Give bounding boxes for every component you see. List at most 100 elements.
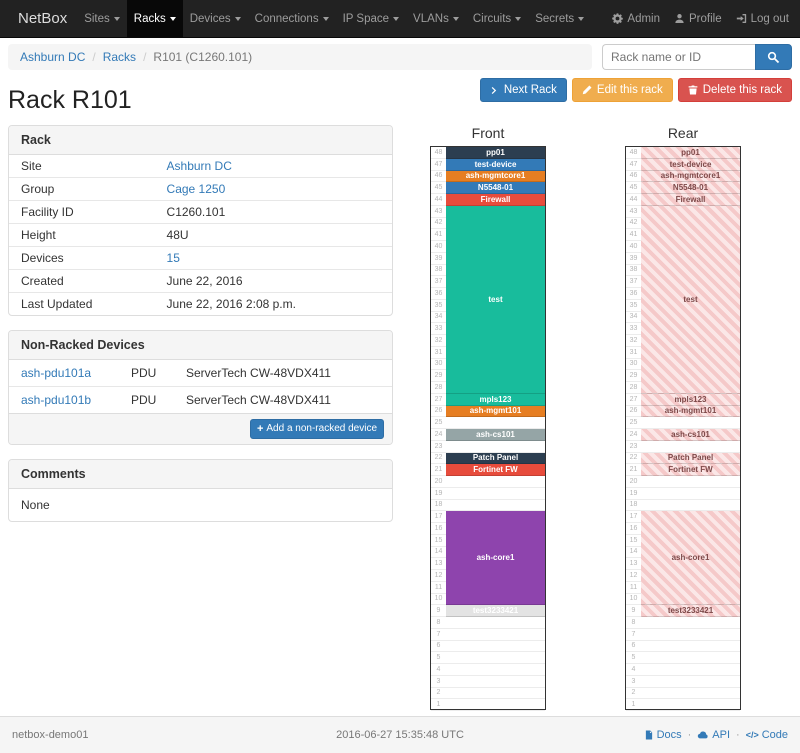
nav-item-circuits[interactable]: Circuits bbox=[466, 0, 528, 37]
breadcrumb-item-ashburn-dc[interactable]: Ashburn DC bbox=[20, 50, 86, 64]
rack-device-rear-pp01[interactable]: pp01 bbox=[641, 147, 740, 159]
nav-item-label: IP Space bbox=[342, 12, 390, 25]
unit-number: 1 bbox=[436, 701, 441, 709]
unit-number: 15 bbox=[434, 536, 443, 544]
rack-device-front-n5548-01[interactable]: N5548-01 bbox=[446, 182, 545, 195]
footer-links: Docs · API · </> Code bbox=[529, 729, 788, 741]
unit-number: 42 bbox=[434, 219, 443, 227]
rack-device-front-ash-core1[interactable]: ash-core1 bbox=[446, 511, 545, 606]
non-racked-device-row: ash-pdu101b PDU ServerTech CW-48VDX411 bbox=[9, 386, 392, 414]
rack-elevations: Front 48 47 46 45 44 43 42 41 40 39 38 37 36 35 34 33 32… bbox=[430, 125, 741, 712]
add-non-racked-device-button[interactable]: + Add a non-racked device bbox=[249, 419, 384, 440]
breadcrumb-item-r101-c1260-101-: R101 (C1260.101) bbox=[153, 50, 253, 64]
unit-number: 29 bbox=[434, 372, 443, 380]
rack-device-front-mpls123[interactable]: mpls123 bbox=[446, 393, 545, 406]
trash-icon bbox=[688, 85, 698, 95]
comments-body: None bbox=[21, 498, 50, 513]
rack-device-rear-test-device[interactable]: test-device bbox=[641, 158, 740, 171]
rack-device-front-ash-mgmt101[interactable]: ash-mgmt101 bbox=[446, 405, 545, 418]
unit-number: 23 bbox=[434, 442, 443, 450]
rack-device-rear-n5548-01[interactable]: N5548-01 bbox=[641, 182, 740, 195]
main-content: Rack Site Ashburn DC Group Cage 1250 Facilit… bbox=[0, 125, 800, 712]
attr-value: C1260.101 bbox=[154, 200, 392, 224]
nav-item-admin[interactable]: Admin bbox=[605, 0, 667, 37]
rack-device-rear-patch-panel[interactable]: Patch Panel bbox=[641, 452, 740, 465]
next-rack-label: Next Rack bbox=[503, 84, 557, 96]
search-button[interactable] bbox=[755, 44, 792, 70]
attr-value-link[interactable]: Cage 1250 bbox=[166, 182, 226, 197]
rack-device-rear-ash-cs101[interactable]: ash-cs101 bbox=[641, 429, 740, 441]
unit-number: 12 bbox=[434, 571, 443, 579]
nav-item-racks[interactable]: Racks bbox=[126, 0, 183, 37]
nav-item-log-out[interactable]: Log out bbox=[729, 0, 796, 37]
rack-unit-rear-19: 19 bbox=[626, 488, 740, 500]
delete-rack-button[interactable]: Delete this rack bbox=[677, 78, 792, 103]
nav-item-devices[interactable]: Devices bbox=[183, 0, 248, 37]
unit-number: 22 bbox=[434, 454, 443, 462]
nav-item-ip-space[interactable]: IP Space bbox=[336, 0, 406, 37]
rack-device-rear-ash-core1[interactable]: ash-core1 bbox=[641, 511, 740, 606]
nav-user-menu: Admin Profile Log out bbox=[605, 0, 796, 37]
nav-item-sites[interactable]: Sites bbox=[77, 0, 127, 37]
unit-number: 40 bbox=[629, 242, 638, 250]
gear-icon bbox=[612, 13, 624, 24]
rack-device-rear-ash-mgmt101[interactable]: ash-mgmt101 bbox=[641, 405, 740, 418]
rack-device-front-test-device[interactable]: test-device bbox=[446, 158, 545, 171]
device-name-cell: ash-pdu101a bbox=[9, 360, 119, 387]
rack-device-front-pp01[interactable]: pp01 bbox=[446, 147, 545, 159]
rack-device-front-firewall[interactable]: Firewall bbox=[446, 194, 545, 206]
footer-link-code[interactable]: </> Code bbox=[746, 729, 788, 741]
nav-item-profile[interactable]: Profile bbox=[667, 0, 729, 37]
device-link[interactable]: ash-pdu101a bbox=[21, 366, 92, 381]
unit-number: 8 bbox=[631, 618, 636, 626]
footer-link-api[interactable]: API bbox=[697, 729, 730, 741]
unit-number: 8 bbox=[436, 618, 441, 626]
brand[interactable]: NetBox bbox=[18, 10, 68, 27]
unit-number: 28 bbox=[434, 383, 443, 391]
unit-number: 46 bbox=[629, 172, 638, 180]
unit-number: 10 bbox=[434, 595, 443, 603]
next-rack-button[interactable]: Next Rack bbox=[479, 78, 567, 103]
comments-panel: Comments None bbox=[8, 459, 393, 523]
rack-device-rear-test[interactable]: test bbox=[641, 205, 740, 394]
attr-value-link[interactable]: Ashburn DC bbox=[166, 159, 232, 174]
footer-link-docs[interactable]: Docs bbox=[644, 729, 682, 741]
nav-item-vlans[interactable]: VLANs bbox=[406, 0, 466, 37]
unit-number: 15 bbox=[629, 536, 638, 544]
breadcrumb: Ashburn DC / Racks / R101 (C1260.101) bbox=[8, 44, 592, 70]
edit-rack-button[interactable]: Edit this rack bbox=[571, 78, 673, 103]
nav-item-secrets[interactable]: Secrets bbox=[528, 0, 591, 37]
rack-attr-row: Facility ID C1260.101 bbox=[9, 200, 392, 224]
rack-device-front-ash-cs101[interactable]: ash-cs101 bbox=[446, 429, 545, 441]
rack-device-front-test[interactable]: test bbox=[446, 205, 545, 394]
rack-device-rear-mpls123[interactable]: mpls123 bbox=[641, 393, 740, 406]
attr-value-link[interactable]: 15 bbox=[166, 251, 180, 266]
rack-attr-row: Site Ashburn DC bbox=[9, 155, 392, 178]
rack-device-front-fortinet-fw[interactable]: Fortinet FW bbox=[446, 464, 545, 477]
unit-number: 3 bbox=[631, 677, 636, 685]
device-link[interactable]: ash-pdu101b bbox=[21, 393, 92, 408]
edit-rack-label: Edit this rack bbox=[596, 84, 663, 96]
non-racked-panel-footer: + Add a non-racked device bbox=[9, 413, 392, 445]
unit-number: 44 bbox=[434, 195, 443, 203]
unit-number: 41 bbox=[629, 231, 638, 239]
nav-item-connections[interactable]: Connections bbox=[248, 0, 336, 37]
unit-number: 6 bbox=[631, 642, 636, 650]
footer-separator: · bbox=[736, 729, 740, 741]
rack-unit-front-23: 23 bbox=[431, 441, 545, 453]
rack-device-front-ash-mgmtcore1[interactable]: ash-mgmtcore1 bbox=[446, 170, 545, 183]
rack-device-front-patch-panel[interactable]: Patch Panel bbox=[446, 452, 545, 465]
rack-device-rear-test3233421[interactable]: test3233421 bbox=[641, 605, 740, 618]
docs-icon bbox=[644, 730, 654, 740]
unit-number: 48 bbox=[629, 148, 638, 156]
rack-device-rear-fortinet-fw[interactable]: Fortinet FW bbox=[641, 464, 740, 477]
rack-unit-rear-7: 7 bbox=[626, 629, 740, 641]
rack-device-rear-ash-mgmtcore1[interactable]: ash-mgmtcore1 bbox=[641, 170, 740, 183]
rack-device-front-test3233421[interactable]: test3233421 bbox=[446, 605, 545, 618]
search-input[interactable] bbox=[602, 44, 755, 70]
unit-number: 25 bbox=[629, 419, 638, 427]
footer-link-label: Code bbox=[761, 729, 789, 741]
breadcrumb-item-racks[interactable]: Racks bbox=[102, 50, 137, 64]
unit-number: 7 bbox=[436, 630, 441, 638]
rack-device-rear-firewall[interactable]: Firewall bbox=[641, 194, 740, 206]
